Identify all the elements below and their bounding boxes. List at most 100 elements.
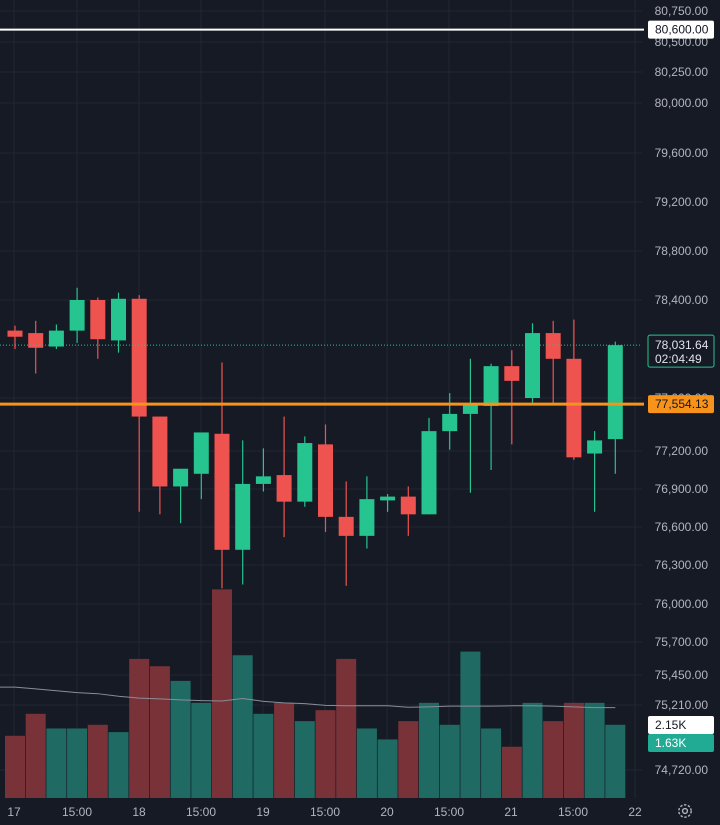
time-tick-label: 15:00 bbox=[310, 805, 340, 819]
candle bbox=[193, 432, 209, 500]
time-tick-label: 15:00 bbox=[186, 805, 216, 819]
candle bbox=[483, 363, 499, 470]
price-axis[interactable]: 80,750.0080,500.0080,250.0080,000.0079,6… bbox=[655, 4, 709, 777]
candle bbox=[442, 393, 458, 450]
time-tick-label: 19 bbox=[256, 805, 270, 819]
volume-ma-badge-bg bbox=[648, 716, 714, 734]
candle-body bbox=[48, 330, 64, 347]
price-tick-label: 75,210.00 bbox=[655, 698, 709, 712]
candle bbox=[255, 448, 271, 492]
volume-bar bbox=[605, 724, 626, 798]
time-tick-label: 15:00 bbox=[434, 805, 464, 819]
candle-body bbox=[131, 298, 147, 417]
time-tick-label: 15:00 bbox=[558, 805, 588, 819]
price-tick-label: 76,300.00 bbox=[655, 558, 709, 572]
volume-bar bbox=[149, 666, 170, 798]
volume-badge: 1.63K bbox=[648, 734, 714, 752]
candle bbox=[587, 431, 603, 512]
volume-bar bbox=[439, 724, 460, 798]
candle-body bbox=[400, 496, 416, 515]
volume-bar bbox=[543, 721, 564, 798]
candle-body bbox=[462, 404, 478, 414]
time-axis[interactable]: 17 15:00 18 15:00 19 15:00 20 15:00 21 15:00 22 bbox=[7, 805, 642, 819]
price-tick-label: 78,800.00 bbox=[655, 244, 709, 258]
candle-body bbox=[235, 483, 251, 550]
volume-bar bbox=[481, 728, 502, 798]
volume-bar bbox=[253, 713, 274, 798]
candle-body bbox=[483, 366, 499, 406]
volume-bar bbox=[315, 710, 336, 798]
candle bbox=[400, 486, 416, 536]
candle-body bbox=[587, 440, 603, 454]
volume-bars bbox=[0, 589, 626, 798]
candle-body bbox=[255, 476, 271, 484]
candle bbox=[28, 320, 44, 374]
price-tick-label: 78,400.00 bbox=[655, 293, 709, 307]
price-tick-label: 80,000.00 bbox=[655, 96, 709, 110]
candle-body bbox=[525, 333, 540, 398]
horizontal-lines[interactable] bbox=[0, 28, 644, 406]
time-tick-label: 15:00 bbox=[62, 805, 92, 819]
candle bbox=[173, 468, 189, 524]
candle-body bbox=[7, 330, 23, 337]
candle bbox=[504, 350, 520, 445]
settings-gear-icon[interactable] bbox=[676, 802, 694, 820]
volume-bar bbox=[584, 702, 605, 798]
candle-body bbox=[90, 300, 106, 340]
candle-body bbox=[545, 333, 561, 359]
current-price-value: 78,031.64 bbox=[655, 338, 709, 352]
candle-body bbox=[111, 298, 126, 341]
candle-body bbox=[28, 333, 44, 348]
candle-body bbox=[421, 431, 437, 515]
volume-bar bbox=[232, 655, 253, 798]
volume-bar bbox=[129, 658, 150, 798]
white-line-price-badge: 80,600.00 bbox=[648, 20, 714, 39]
orange-line-price-badge-bg bbox=[648, 395, 714, 414]
price-tick-label: 76,000.00 bbox=[655, 597, 709, 611]
volume-badge-text: 1.63K bbox=[655, 736, 686, 750]
candle bbox=[152, 416, 168, 515]
price-tick-label: 79,200.00 bbox=[655, 195, 709, 209]
orange-line-price-badge: 77,554.13 bbox=[648, 395, 714, 414]
candle bbox=[462, 358, 478, 493]
time-tick-label: 20 bbox=[380, 805, 394, 819]
price-tick-label: 76,900.00 bbox=[655, 482, 709, 496]
current-price-badge-bg bbox=[647, 334, 715, 368]
price-tick-label: 79,600.00 bbox=[655, 146, 709, 160]
volume-bar bbox=[522, 702, 543, 798]
candle bbox=[297, 436, 313, 507]
candle-body bbox=[193, 432, 209, 474]
white-line-price-badge-bg bbox=[648, 20, 714, 39]
candle-body bbox=[566, 358, 582, 458]
candle bbox=[48, 324, 64, 349]
price-tick-label: 74,720.00 bbox=[655, 763, 709, 777]
volume-bar bbox=[501, 746, 522, 798]
candle-body bbox=[504, 366, 520, 381]
volume-bar bbox=[67, 728, 88, 798]
time-tick-label: 21 bbox=[504, 805, 518, 819]
candle bbox=[276, 416, 292, 538]
time-tick-label: 18 bbox=[132, 805, 146, 819]
time-tick-label: 17 bbox=[7, 805, 21, 819]
price-tick-label: 75,450.00 bbox=[655, 668, 709, 682]
candle bbox=[566, 319, 582, 460]
volume-bar bbox=[356, 728, 377, 798]
volume-bar bbox=[419, 702, 439, 798]
candle bbox=[69, 287, 85, 343]
candle-body bbox=[359, 499, 375, 536]
volume-bar bbox=[398, 721, 419, 798]
volume-bar bbox=[25, 713, 46, 798]
candle bbox=[214, 362, 230, 589]
candle bbox=[111, 292, 126, 353]
volume-bar bbox=[170, 680, 191, 798]
candle bbox=[318, 424, 333, 533]
candle-body bbox=[276, 475, 292, 502]
candle bbox=[359, 476, 375, 549]
candle-body bbox=[69, 300, 85, 331]
candle-body bbox=[607, 345, 623, 440]
price-tick-label: 75,700.00 bbox=[655, 635, 709, 649]
candle-body bbox=[173, 468, 189, 487]
